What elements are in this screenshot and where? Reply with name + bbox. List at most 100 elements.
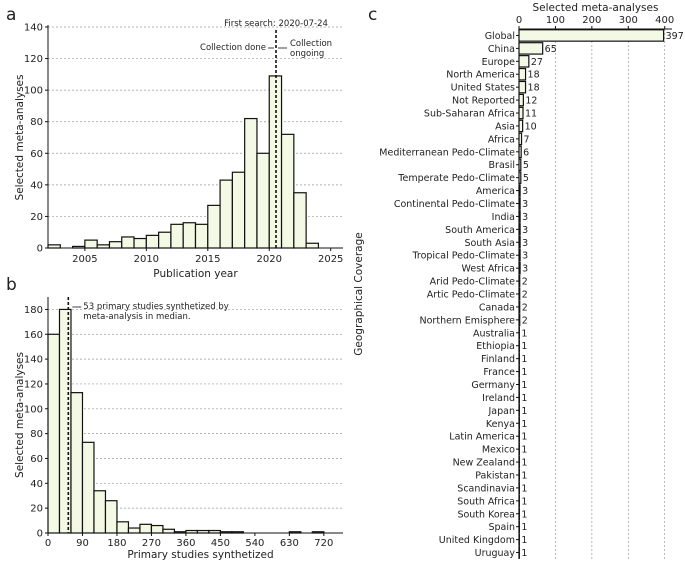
chart-a-bar [244, 117, 258, 249]
chart-c-value-label: 1 [521, 328, 527, 339]
chart-a-ytick-label: 80 [30, 117, 43, 128]
chart-c-value-label: 2 [522, 290, 528, 301]
chart-a-collection-done-label: Collection done [200, 43, 266, 53]
chart-a-xtick-label: 2025 [318, 254, 343, 265]
chart-c-category-label: Sub-Saharan Africa [424, 109, 515, 120]
chart-a: 0 20 40 60 80 100 120 140 2005 2010 2015 2020 2025 F… [14, 19, 343, 280]
chart-c-category-label: Uruguay [475, 548, 516, 559]
chart-c-value-label: 18 [528, 83, 540, 94]
chart-c-category-label: Kenya [486, 419, 515, 430]
chart-c-value-label: 1 [521, 393, 527, 404]
chart-a-xlabel: Publication year [153, 268, 238, 280]
chart-a-ytick-label: 100 [24, 86, 43, 97]
chart-c-value-label: 5 [523, 173, 529, 184]
chart-a-ytick-label: 140 [24, 23, 43, 34]
chart-c-value-label: 1 [521, 458, 527, 469]
chart-c-xlabel: Selected meta-analyses [533, 2, 659, 14]
chart-b-bar [162, 528, 176, 534]
chart-b-bar [150, 524, 164, 534]
chart-a-bar [170, 223, 184, 249]
chart-a-bar [207, 204, 221, 249]
chart-c-value-label: 1 [521, 509, 527, 520]
chart-c-value-label: 10 [525, 121, 537, 132]
chart-c-category-label: New Zealand [453, 458, 515, 469]
chart-b-bar [70, 392, 84, 534]
chart-c-value-label: 65 [545, 44, 557, 55]
chart-b-ytick-label: 160 [24, 330, 43, 341]
panel-label-b: b [6, 275, 17, 295]
chart-c-category-label: United Kingdom [439, 535, 515, 546]
chart-b-xtick-label: 630 [280, 538, 299, 549]
chart-c-category-label: Finland [481, 354, 515, 365]
chart-c-value-label: 5 [523, 160, 529, 171]
chart-c-category-label: Global [485, 31, 515, 42]
chart-b-bar [139, 523, 153, 534]
chart-c-value-label: 3 [522, 225, 528, 236]
chart-a-xtick-label: 2005 [72, 254, 97, 265]
chart-c-value-label: 27 [531, 57, 543, 68]
chart-c-category-label: United States [451, 83, 515, 94]
chart-c-category-label: Brasil [489, 160, 515, 171]
chart-b-bar [93, 490, 107, 534]
chart-a-bar [280, 133, 295, 249]
chart-b-xtick-label: 360 [176, 538, 195, 549]
chart-b-ytick-label: 120 [24, 379, 43, 390]
chart-c-category-label: Tropical Pedo-Climate [411, 251, 515, 262]
chart-c-value-label: 2 [522, 315, 528, 326]
chart-a-ytick-label: 0 [37, 244, 43, 255]
chart-a-bar [121, 236, 135, 249]
chart-a-ytick-label: 60 [30, 149, 43, 160]
chart-c-bar [518, 67, 527, 81]
chart-c-value-label: 1 [521, 535, 527, 546]
chart-a-bar [305, 242, 320, 249]
chart-b-ytick-label: 100 [24, 404, 43, 415]
chart-a-bar [145, 234, 160, 249]
chart-b-median-label: 53 primary studies synthetized by [83, 302, 228, 312]
chart-b-xtick-label: 180 [107, 538, 126, 549]
chart-c-category-label: Artic Pedo-Climate [427, 290, 515, 301]
chart-b-xtick-label: 270 [142, 538, 161, 549]
chart-c-xtick-label: 400 [655, 15, 674, 26]
chart-c-xtick-label: 0 [516, 15, 522, 26]
panel-label-a: a [6, 5, 16, 25]
chart-c-value-label: 12 [525, 96, 537, 107]
chart-a-xtick-label: 2015 [195, 254, 220, 265]
chart-a-ytick-label: 120 [24, 54, 43, 65]
chart-c-bar [518, 106, 524, 120]
chart-c-category-label: Pakistan [475, 470, 515, 481]
chart-a-axes: 0 20 40 60 80 100 120 140 2005 2010 2015 2020 2025 [24, 23, 344, 266]
chart-b-xtick-label: 540 [245, 538, 264, 549]
chart-a-bar [231, 171, 246, 249]
chart-a-bar [158, 231, 172, 249]
chart-c-category-label: India [492, 212, 515, 223]
chart-c-value-label: 1 [521, 470, 527, 481]
chart-c-category-label: Mediterranean Pedo-Climate [379, 147, 515, 158]
chart-c-category-label: Africa [488, 134, 515, 145]
chart-c-category-label: Germany [471, 380, 515, 391]
chart-c-bar [518, 119, 524, 133]
chart-c-value-label: 6 [523, 147, 529, 158]
chart-c-category-label: South Asia [464, 238, 515, 249]
chart-c-value-label: 2 [522, 277, 528, 288]
chart-c-category-label: China [488, 44, 515, 55]
chart-c-value-label: 1 [521, 380, 527, 391]
chart-a-bars [47, 75, 320, 249]
chart-b-ytick-label: 140 [24, 355, 43, 366]
chart-c-value-label: 3 [522, 199, 528, 210]
chart-c-value-label: 1 [521, 432, 527, 443]
chart-b-bar [127, 527, 141, 534]
chart-c-bar [518, 42, 544, 55]
chart-c-category-label: South Africa [457, 496, 515, 507]
chart-c-category-label: West Africa [462, 264, 515, 275]
chart-b-ytick-label: 180 [24, 305, 43, 316]
chart-c-value-label: 11 [525, 109, 537, 120]
chart-b: 0 20 40 60 80 100 120 140 160 180 0 90 180 270 360 450 5… [14, 297, 343, 561]
chart-b-bar [116, 521, 130, 534]
chart-a-bar [84, 239, 98, 249]
chart-c-category-label: Ethiopia [476, 341, 515, 352]
chart-c-bar [518, 93, 524, 107]
chart-c-category-label: Australia [473, 328, 515, 339]
chart-c-value-label: 1 [521, 445, 527, 456]
chart-c-value-label: 2 [522, 302, 528, 313]
